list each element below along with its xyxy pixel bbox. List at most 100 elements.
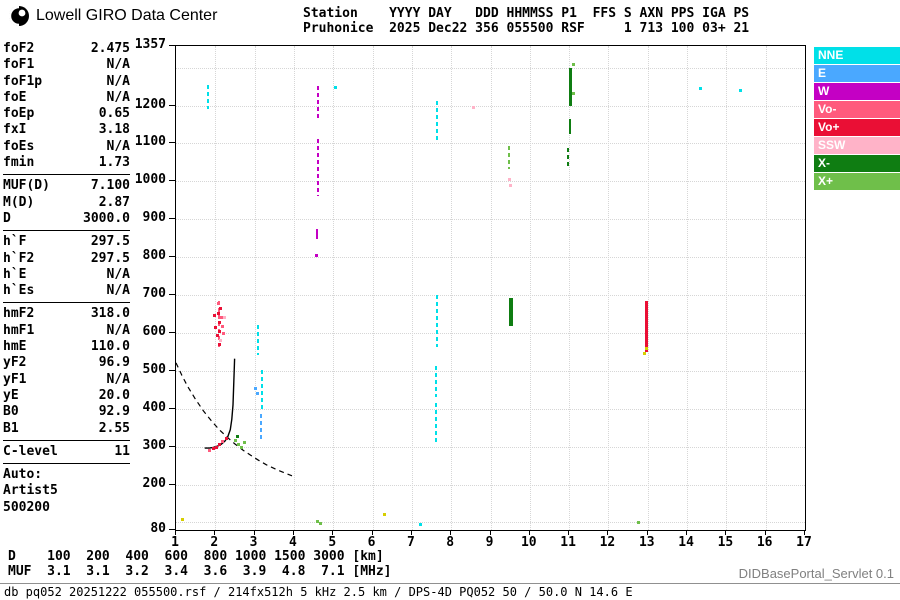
- x-axis-tick: [253, 531, 255, 535]
- param-row-hmf2: hmF2 318.0: [3, 306, 130, 322]
- param-label: B0: [3, 404, 19, 420]
- echo-point: [699, 87, 702, 91]
- parameter-panel: foF2 2.475 foF1 N/A foF1p N/A foE N/A foEp 0.65 fx…: [3, 41, 130, 516]
- y-axis-tick: [169, 142, 175, 144]
- x-axis-tick: [410, 531, 412, 535]
- x-axis-tick-label: 3: [249, 535, 258, 550]
- param-row-yf2: yF2 96.9: [3, 355, 130, 371]
- param-value: 11: [114, 443, 130, 459]
- echo-point: [637, 521, 641, 525]
- legend-item-nne: NNE: [814, 47, 900, 64]
- grid-line-vertical: [372, 46, 374, 530]
- param-label: h`Es: [3, 283, 35, 299]
- param-value: 7.100: [90, 178, 130, 194]
- param-row-he: h`E N/A: [3, 267, 130, 283]
- param-value: N/A: [106, 73, 130, 89]
- param-label: yF1: [3, 371, 27, 387]
- param-label: foEs: [3, 138, 35, 154]
- legend-item-vo+: Vo+: [814, 119, 900, 136]
- giro-logo: Lowell GIRO Data Center: [8, 5, 217, 27]
- echo-point: [213, 325, 217, 329]
- echo-streak: [316, 85, 319, 121]
- y-axis-tick: [169, 294, 175, 295]
- grid-line-vertical: [569, 46, 571, 530]
- y-axis-tick-label: 900: [142, 210, 166, 226]
- grid-line-horizontal: [176, 181, 805, 183]
- y-axis-tick: [169, 529, 175, 530]
- separator-line: [3, 463, 130, 465]
- echo-point: [217, 312, 221, 316]
- x-axis-tick: [725, 531, 727, 535]
- x-axis-tick: [332, 531, 334, 535]
- param-row-fmin: fmin 1.73: [3, 155, 130, 171]
- grid-line-horizontal: [176, 143, 805, 145]
- echo-streak: [509, 297, 514, 327]
- x-axis-tick-label: 12: [599, 535, 616, 550]
- param-label: h`E: [3, 266, 27, 282]
- x-axis-tick: [214, 531, 216, 535]
- x-axis-tick: [686, 531, 688, 535]
- echo-point: [382, 513, 386, 517]
- echo-streak: [435, 101, 438, 144]
- echo-point: [180, 518, 184, 522]
- legend-item-x-: X-: [814, 155, 900, 172]
- distance-muf-table: D 100 200 400 600 800 1000 1500 3000 [km…: [8, 549, 392, 579]
- x-axis-tick-label: 16: [756, 535, 773, 550]
- param-value: 297.5: [90, 250, 130, 266]
- param-value: 92.9: [98, 404, 130, 420]
- param-label: C-level: [3, 443, 58, 459]
- echo-streak: [568, 67, 572, 106]
- echo-point: [315, 253, 318, 257]
- grid-line-vertical: [411, 46, 413, 530]
- status-text: db pq052 20251222 055500.rsf / 214fx512h…: [4, 585, 633, 599]
- status-bar: db pq052 20251222 055500.rsf / 214fx512h…: [0, 583, 900, 600]
- param-value: N/A: [106, 138, 130, 154]
- echo-point: [243, 440, 246, 444]
- param-value: 96.9: [98, 355, 130, 371]
- y-axis-tick-label: 500: [142, 361, 166, 377]
- echo-point: [508, 178, 512, 181]
- x-axis-tick-label: 15: [717, 535, 734, 550]
- x-axis-tick: [450, 531, 452, 535]
- x-axis-tick-label: 10: [520, 535, 537, 550]
- param-row-foe: foE N/A: [3, 90, 130, 106]
- giro-logo-icon: [8, 5, 29, 27]
- muf-row: MUF 3.1 3.1 3.2 3.4 3.6 3.9 4.8 7.1 [MHz…: [8, 564, 392, 579]
- param-row-ye: yE 20.0: [3, 388, 130, 404]
- echo-point: [240, 445, 244, 449]
- x-axis-tick: [292, 531, 294, 535]
- grid-line-vertical: [647, 46, 649, 530]
- param-value: N/A: [106, 322, 130, 338]
- param-value: 2.475: [90, 41, 130, 56]
- echo-streak: [435, 295, 438, 348]
- x-axis-tick: [568, 531, 570, 535]
- grid-line-horizontal: [176, 446, 805, 448]
- echo-point: [218, 320, 222, 324]
- grid-line-vertical: [529, 46, 531, 530]
- echo-point: [222, 331, 226, 335]
- f-trace-curve: [204, 358, 236, 449]
- y-axis-tick: [169, 331, 175, 333]
- y-axis-tick: [169, 256, 175, 258]
- echo-point: [224, 436, 228, 440]
- legend-item-ssw: SSW: [814, 137, 900, 154]
- grid-line-horizontal: [176, 257, 805, 259]
- param-label: h`F: [3, 234, 27, 250]
- param-row-mufd: MUF(D) 7.100: [3, 178, 130, 194]
- echo-streak: [315, 228, 318, 239]
- x-axis-tick: [804, 531, 805, 535]
- param-row-foes: foEs N/A: [3, 139, 130, 155]
- x-axis-tick: [489, 531, 491, 535]
- param-value: N/A: [106, 57, 130, 73]
- grid-line-horizontal: [176, 370, 805, 372]
- echo-point: [219, 315, 223, 319]
- param-row-md: M(D) 2.87: [3, 195, 130, 211]
- param-label: M(D): [3, 194, 35, 210]
- grid-line-vertical: [726, 46, 728, 530]
- param-value: 3.18: [98, 122, 130, 138]
- param-label: foE: [3, 89, 27, 105]
- param-value: 2.87: [98, 194, 130, 210]
- separator-line: [3, 302, 130, 304]
- param-row-fof1p: foF1p N/A: [3, 74, 130, 90]
- echo-point: [642, 351, 646, 355]
